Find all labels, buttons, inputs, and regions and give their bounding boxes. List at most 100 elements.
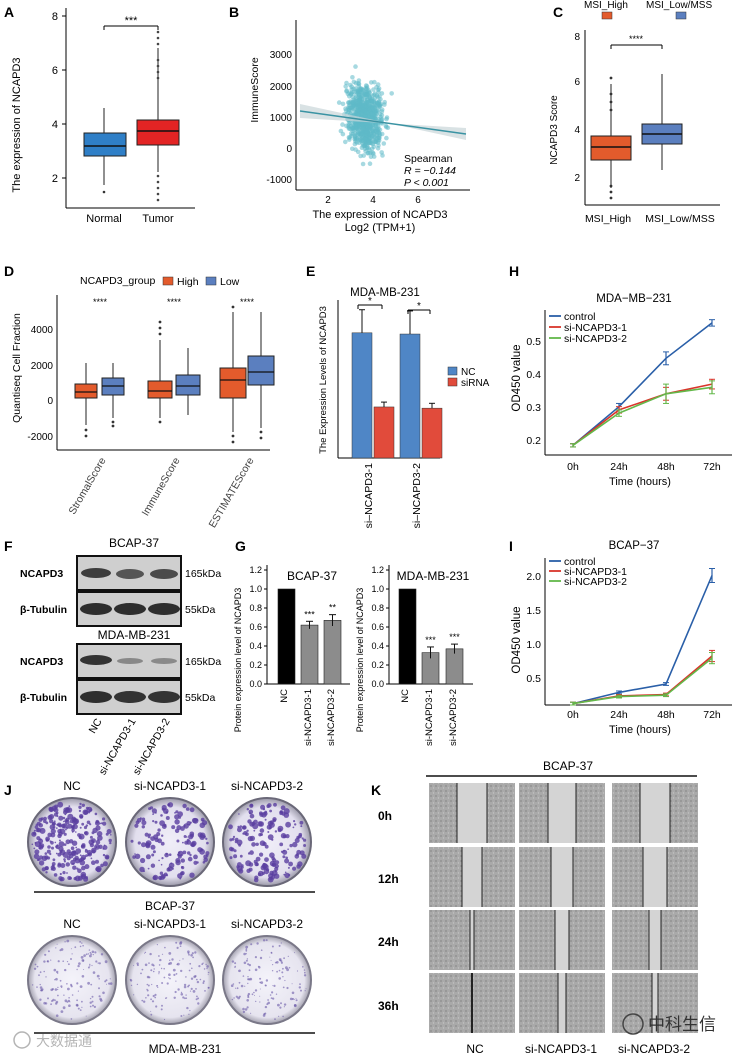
b-scatter-point	[363, 132, 369, 138]
h-ylabel: OD450 value	[511, 344, 523, 411]
j-colony	[55, 844, 60, 850]
j-colony	[260, 804, 266, 810]
j-colony	[155, 1005, 158, 1008]
b-scatter-point	[356, 81, 361, 86]
j-colony	[250, 943, 253, 946]
j-colony	[247, 819, 252, 824]
b-scatter-point	[371, 154, 377, 159]
j-colony	[152, 820, 155, 823]
e-bar	[421, 407, 443, 459]
j-colony	[53, 820, 56, 823]
j-colony	[83, 954, 86, 957]
j-colony	[93, 1005, 96, 1009]
j-colony	[272, 817, 277, 822]
j-colony	[86, 820, 91, 825]
j-colony	[33, 832, 36, 835]
j-colony	[55, 977, 58, 981]
panel-g: G Protein expression level of NCAPD3 Pro…	[233, 538, 473, 746]
j-colony	[46, 849, 51, 854]
j-colony	[262, 1014, 266, 1017]
g-title: BCAP-37	[287, 569, 337, 583]
j-colony	[33, 853, 40, 860]
j-colony	[240, 984, 244, 988]
j-colony	[58, 815, 64, 821]
j-colony	[109, 978, 111, 980]
j-colony	[159, 958, 162, 962]
j-colony	[41, 867, 46, 872]
j-colony	[34, 849, 40, 855]
b-scatter-point	[362, 136, 368, 142]
j-colony	[266, 868, 270, 872]
c-ytick: 4	[574, 125, 580, 136]
a-ytick: 8	[52, 11, 58, 23]
j-colony	[51, 862, 56, 866]
k-gap	[640, 783, 670, 843]
j-colony	[38, 974, 40, 977]
j-colony	[260, 981, 264, 984]
j-colony	[62, 871, 66, 875]
d-box-estimate	[219, 305, 275, 444]
panel-a-label: A	[4, 4, 14, 20]
j-colony	[275, 993, 278, 995]
j-colony	[33, 829, 36, 832]
j-colony	[154, 993, 157, 997]
j-colony	[76, 999, 78, 1002]
j-colony	[191, 952, 194, 955]
j-colony	[256, 942, 259, 945]
e-bar	[373, 406, 395, 459]
j-colony	[66, 856, 71, 861]
j-colony	[68, 805, 71, 808]
j-cap: MDA-MB-231	[149, 1042, 222, 1056]
j-colony	[302, 966, 304, 968]
j-colony	[231, 960, 235, 963]
b-scatter-point	[350, 75, 355, 80]
j-col: si-NCAPD3-2	[231, 779, 303, 793]
j-colony	[187, 950, 190, 953]
j-colony	[286, 986, 289, 990]
j-colony	[254, 989, 258, 992]
j-colony	[65, 828, 67, 831]
j-colony	[154, 820, 158, 824]
f-lane: NC	[87, 716, 105, 735]
j-colony	[271, 970, 274, 972]
j-colony	[287, 955, 289, 958]
b-scatter-point	[384, 115, 390, 120]
j-colony	[272, 997, 275, 1000]
j-colony	[136, 818, 142, 823]
panel-e: E MDA-MB-231 The Expression Levels of NC…	[306, 263, 490, 528]
j-colony	[191, 817, 198, 824]
j-colony	[161, 953, 164, 955]
j-colony	[303, 974, 307, 977]
j-colony	[278, 969, 281, 972]
h-legend: si-NCAPD3-1	[564, 322, 627, 334]
j-colony	[77, 1007, 80, 1010]
j-colony	[303, 969, 306, 971]
j-colony	[164, 946, 166, 949]
k-gap	[457, 783, 487, 843]
f-kda: 55kDa	[185, 692, 216, 704]
j-colony	[294, 823, 297, 826]
f-kda: 165kDa	[185, 568, 221, 580]
j-colony	[265, 979, 269, 982]
k-wound-images	[429, 783, 698, 1033]
b-scatter-point	[353, 64, 358, 69]
j-colony	[269, 809, 272, 813]
j-colony	[160, 814, 163, 817]
j-colony	[80, 956, 84, 959]
j-colony	[192, 990, 196, 993]
j-colony	[240, 864, 244, 867]
j-colony	[78, 833, 85, 840]
j-colony	[259, 828, 265, 833]
b-stat: Spearman	[404, 153, 453, 165]
j-colony	[294, 998, 296, 1000]
panel-i: I BCAP−37 OD450 value 0.5 1.0 1.5 2.0 0h…	[509, 538, 732, 736]
j-colony	[202, 820, 208, 826]
e-bar	[351, 332, 373, 459]
d-sig: ****	[93, 297, 108, 307]
j-colony	[90, 983, 93, 986]
j-colony	[47, 832, 52, 838]
j-colony	[152, 813, 155, 815]
j-colony	[52, 858, 56, 862]
b-scatter-point	[372, 79, 377, 85]
f-title1: BCAP-37	[109, 536, 159, 550]
